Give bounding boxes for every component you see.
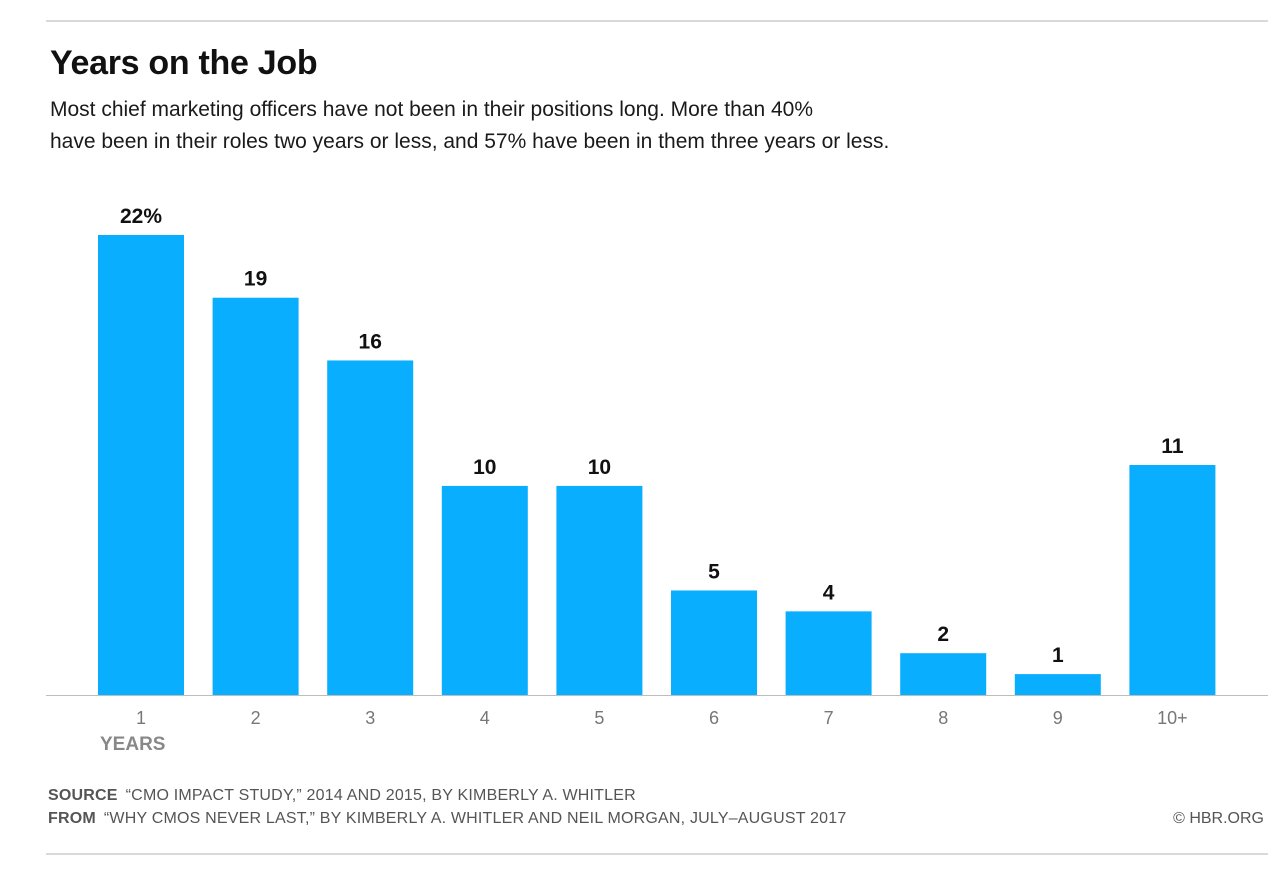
data-label-6: 5 [708, 560, 720, 583]
x-tick-label-10: 10+ [1157, 708, 1188, 728]
hbr-credit: © HBR.ORG [1173, 810, 1264, 827]
bar-9 [1014, 674, 1101, 695]
data-label-4: 10 [473, 456, 496, 479]
x-tick-label-4: 4 [480, 708, 490, 728]
x-tick-label-5: 5 [594, 708, 604, 728]
bar-5 [556, 485, 643, 695]
data-label-3: 16 [359, 330, 382, 353]
x-tick-label-6: 6 [709, 708, 719, 728]
source-text: “CMO IMPACT STUDY,” 2014 AND 2015, BY KI… [125, 787, 636, 804]
data-label-7: 4 [823, 581, 835, 604]
x-tick-label-3: 3 [365, 708, 375, 728]
x-tick-label-2: 2 [251, 708, 261, 728]
bottom-divider [46, 853, 1268, 855]
data-label-10: 11 [1161, 435, 1184, 458]
x-axis-title: YEARS [100, 734, 165, 755]
bar-2 [212, 297, 299, 695]
chart-subtitle: Most chief marketing officers have not b… [50, 94, 1150, 158]
from-note: FROM “WHY CMOS NEVER LAST,” BY KIMBERLY A… [48, 810, 846, 828]
from-label: FROM [48, 810, 96, 827]
bar-3 [327, 360, 414, 695]
subtitle-line-1: Most chief marketing officers have not b… [50, 98, 814, 121]
bar-8 [900, 653, 987, 695]
bar-6 [671, 590, 757, 695]
bar-7 [785, 611, 872, 695]
source-note: SOURCE “CMO IMPACT STUDY,” 2014 AND 2015,… [48, 787, 636, 805]
data-label-1: 22% [120, 205, 162, 228]
x-tick-label-7: 7 [824, 708, 834, 728]
bar-1 [98, 235, 184, 695]
x-tick-label-1: 1 [136, 708, 146, 728]
data-label-2: 19 [244, 268, 267, 291]
data-label-9: 1 [1052, 644, 1064, 667]
data-label-8: 2 [937, 623, 949, 646]
data-label-5: 10 [588, 456, 611, 479]
top-divider [46, 20, 1268, 22]
subtitle-line-2: have been in their roles two years or le… [50, 130, 890, 153]
bar-10 [1129, 465, 1216, 695]
x-tick-label-8: 8 [938, 708, 948, 728]
chart-title: Years on the Job [50, 44, 318, 82]
x-tick-label-9: 9 [1053, 708, 1063, 728]
bar-4 [441, 485, 528, 695]
source-label: SOURCE [48, 787, 118, 804]
from-text: “WHY CMOS NEVER LAST,” BY KIMBERLY A. WH… [103, 810, 847, 827]
